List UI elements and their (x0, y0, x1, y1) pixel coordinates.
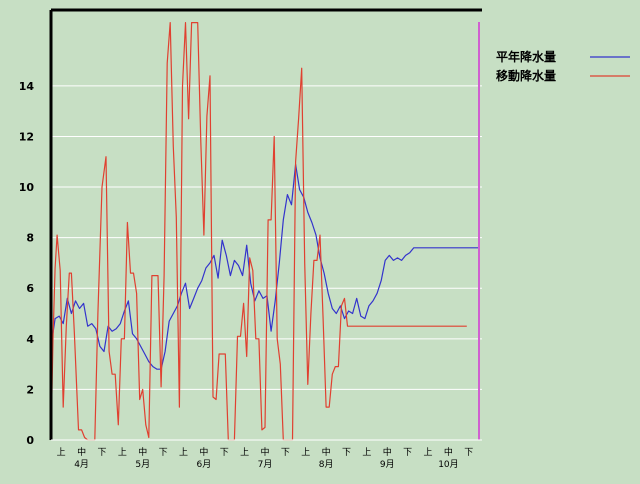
x-tick-label: 上 (424, 447, 433, 458)
x-tick-label: 上 (362, 447, 371, 458)
x-tick-label: 下 (220, 448, 229, 458)
month-label: 4月 (74, 459, 89, 470)
y-tick-label: 8 (26, 232, 34, 245)
month-label: 6月 (196, 459, 211, 470)
plot-background (51, 10, 482, 440)
month-label: 9月 (380, 459, 395, 470)
y-tick-label: 12 (19, 130, 34, 143)
x-tick-label: 中 (322, 446, 331, 458)
x-tick-label: 下 (464, 448, 473, 458)
tick-labels: 02468101214上中下上中下上中下上中下上中下上中下上中下4月 5月 6月 7月… (19, 80, 474, 470)
x-tick-label: 上 (240, 447, 249, 458)
y-tick-label: 14 (19, 80, 35, 93)
x-tick-label: 上 (118, 447, 127, 458)
month-label: 7月 (258, 459, 273, 470)
x-tick-label: 下 (159, 448, 168, 458)
x-tick-label: 下 (97, 448, 106, 458)
y-tick-label: 6 (26, 282, 34, 295)
x-tick-label: 中 (138, 446, 147, 458)
x-tick-label: 中 (77, 446, 86, 458)
x-tick-label: 上 (179, 447, 188, 458)
x-tick-label: 上 (301, 447, 310, 458)
series-line-normal (50, 163, 479, 370)
series-line-moving (50, 22, 467, 441)
x-tick-label: 下 (342, 448, 351, 458)
y-tick-label: 4 (26, 333, 34, 346)
y-tick-label: 2 (26, 383, 34, 396)
x-tick-label: 中 (199, 446, 208, 458)
x-tick-label: 下 (403, 448, 412, 458)
axes (49, 8, 482, 441)
x-tick-label: 中 (260, 446, 269, 458)
series-lines (50, 22, 480, 441)
x-tick-label: 中 (444, 446, 453, 458)
legend-label: 移動降水量 (496, 68, 556, 83)
x-tick-label: 下 (281, 448, 290, 458)
month-label: 10月 (438, 459, 458, 470)
y-tick-label: 10 (19, 181, 35, 194)
x-tick-label: 上 (57, 447, 66, 458)
y-tick-label: 0 (26, 434, 34, 447)
x-tick-label: 中 (383, 446, 392, 458)
month-label: 5月 (135, 459, 150, 470)
month-label: 8月 (319, 459, 334, 470)
legend-label: 平年降水量 (496, 49, 556, 64)
